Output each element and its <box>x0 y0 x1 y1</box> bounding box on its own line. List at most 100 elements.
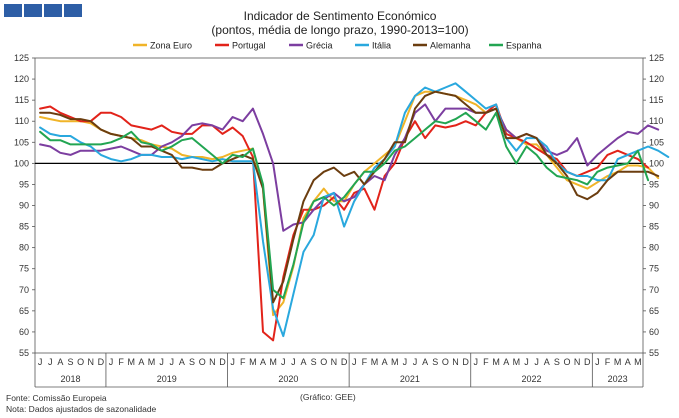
x-tick-label-month: J <box>38 357 43 367</box>
y-tick-label-right: 100 <box>649 158 664 168</box>
y-tick-label-right: 105 <box>649 137 664 147</box>
y-tick-label-left: 80 <box>19 243 29 253</box>
x-tick-label-year: 2018 <box>60 374 80 384</box>
legend-label: Alemanha <box>430 41 471 51</box>
y-tick-label-right: 125 <box>649 53 664 63</box>
x-tick-label-month: D <box>584 357 591 367</box>
x-tick-label-month: J <box>413 357 418 367</box>
x-tick-label-month: M <box>513 357 521 367</box>
x-tick-label-year: 2022 <box>522 374 542 384</box>
y-tick-label-right: 85 <box>649 222 659 232</box>
x-tick-label-month: A <box>57 357 63 367</box>
x-tick-label-month: S <box>67 357 73 367</box>
y-tick-label-right: 75 <box>649 264 659 274</box>
y-tick-label-left: 125 <box>14 53 29 63</box>
y-tick-label-left: 95 <box>19 179 29 189</box>
x-tick-label-month: J <box>403 357 408 367</box>
x-tick-label-month: M <box>269 357 277 367</box>
y-tick-label-right: 70 <box>649 285 659 295</box>
x-tick-label-month: F <box>240 357 246 367</box>
x-tick-label-month: A <box>260 357 266 367</box>
legend-label: Itália <box>372 41 391 51</box>
x-tick-label-month: J <box>48 357 53 367</box>
x-tick-label-month: O <box>442 357 449 367</box>
y-tick-label-left: 100 <box>14 158 29 168</box>
y-tick-label-left: 70 <box>19 285 29 295</box>
x-tick-label-month: N <box>574 357 581 367</box>
x-tick-label-month: M <box>128 357 136 367</box>
plot-frame <box>34 57 644 354</box>
x-tick-label-month: A <box>422 357 428 367</box>
series-line <box>39 103 650 342</box>
series-line <box>39 111 650 300</box>
y-tick-label-left: 120 <box>14 74 29 84</box>
x-tick-label-month: J <box>474 357 479 367</box>
x-tick-label-month: J <box>595 357 600 367</box>
x-tick-label-month: F <box>118 357 124 367</box>
y-tick-label-right: 95 <box>649 179 659 189</box>
logo-block <box>4 4 22 17</box>
logo-block <box>44 4 62 17</box>
x-tick-label-month: O <box>199 357 206 367</box>
y-tick-label-right: 120 <box>649 74 664 84</box>
x-tick-label-month: O <box>77 357 84 367</box>
x-tick-label-year: 2019 <box>157 374 177 384</box>
series-line <box>39 82 670 338</box>
x-tick-label-year: 2023 <box>608 374 628 384</box>
chart-credit: (Gráfico: GEE) <box>300 392 356 402</box>
x-tick-label-month: J <box>534 357 539 367</box>
gee-logo <box>4 4 82 17</box>
x-tick-label-month: F <box>362 357 368 367</box>
x-tick-label-month: A <box>382 357 388 367</box>
y-tick-label-right: 55 <box>649 348 659 358</box>
chart-source: Fonte: Comissão Europeia <box>6 393 107 403</box>
x-tick-label-month: A <box>503 357 509 367</box>
x-tick-label-month: N <box>331 357 338 367</box>
x-tick-label-month: N <box>209 357 216 367</box>
logo-block <box>64 4 82 17</box>
x-tick-label-month: S <box>311 357 317 367</box>
x-tick-label-month: D <box>462 357 469 367</box>
x-tick-label-month: M <box>371 357 379 367</box>
x-tick-label-month: J <box>109 357 114 367</box>
chart-subtitle: (pontos, média de longo prazo, 1990-2013… <box>211 23 468 37</box>
x-tick-label-month: M <box>492 357 500 367</box>
series-line <box>39 90 660 304</box>
legend-label: Espanha <box>506 41 542 51</box>
y-tick-label-right: 110 <box>649 116 663 126</box>
x-tick-label-month: S <box>554 357 560 367</box>
y-tick-label-right: 115 <box>649 95 663 105</box>
x-tick-label-month: J <box>230 357 235 367</box>
x-tick-label-month: J <box>159 357 164 367</box>
y-tick-label-left: 60 <box>19 327 29 337</box>
legend-label: Grécia <box>306 41 333 51</box>
y-tick-label-right: 65 <box>649 306 659 316</box>
x-tick-label-month: M <box>148 357 156 367</box>
y-tick-label-left: 110 <box>15 116 29 126</box>
x-tick-label-month: M <box>249 357 257 367</box>
y-tick-label-left: 90 <box>19 201 29 211</box>
x-tick-label-month: J <box>281 357 286 367</box>
x-tick-label-month: M <box>391 357 399 367</box>
y-tick-label-right: 90 <box>649 201 659 211</box>
x-tick-label-month: A <box>544 357 550 367</box>
x-tick-label-month: D <box>219 357 226 367</box>
x-tick-label-month: S <box>432 357 438 367</box>
y-tick-label-left: 105 <box>14 137 29 147</box>
x-tick-label-month: M <box>634 357 642 367</box>
chart-note: Nota: Dados ajustados de sazonalidade <box>6 404 157 414</box>
x-tick-label-month: J <box>352 357 357 367</box>
legend-label: Zona Euro <box>150 41 192 51</box>
x-tick-label-month: M <box>614 357 622 367</box>
y-tick-label-left: 115 <box>15 95 29 105</box>
series-line <box>39 90 660 317</box>
x-tick-label-month: A <box>138 357 144 367</box>
x-tick-label-month: F <box>605 357 611 367</box>
y-tick-label-left: 55 <box>19 348 29 358</box>
x-tick-label-year: 2020 <box>278 374 298 384</box>
x-tick-label-month: D <box>341 357 348 367</box>
x-tick-label-month: O <box>563 357 570 367</box>
logo-block <box>24 4 42 17</box>
x-tick-label-month: A <box>301 357 307 367</box>
